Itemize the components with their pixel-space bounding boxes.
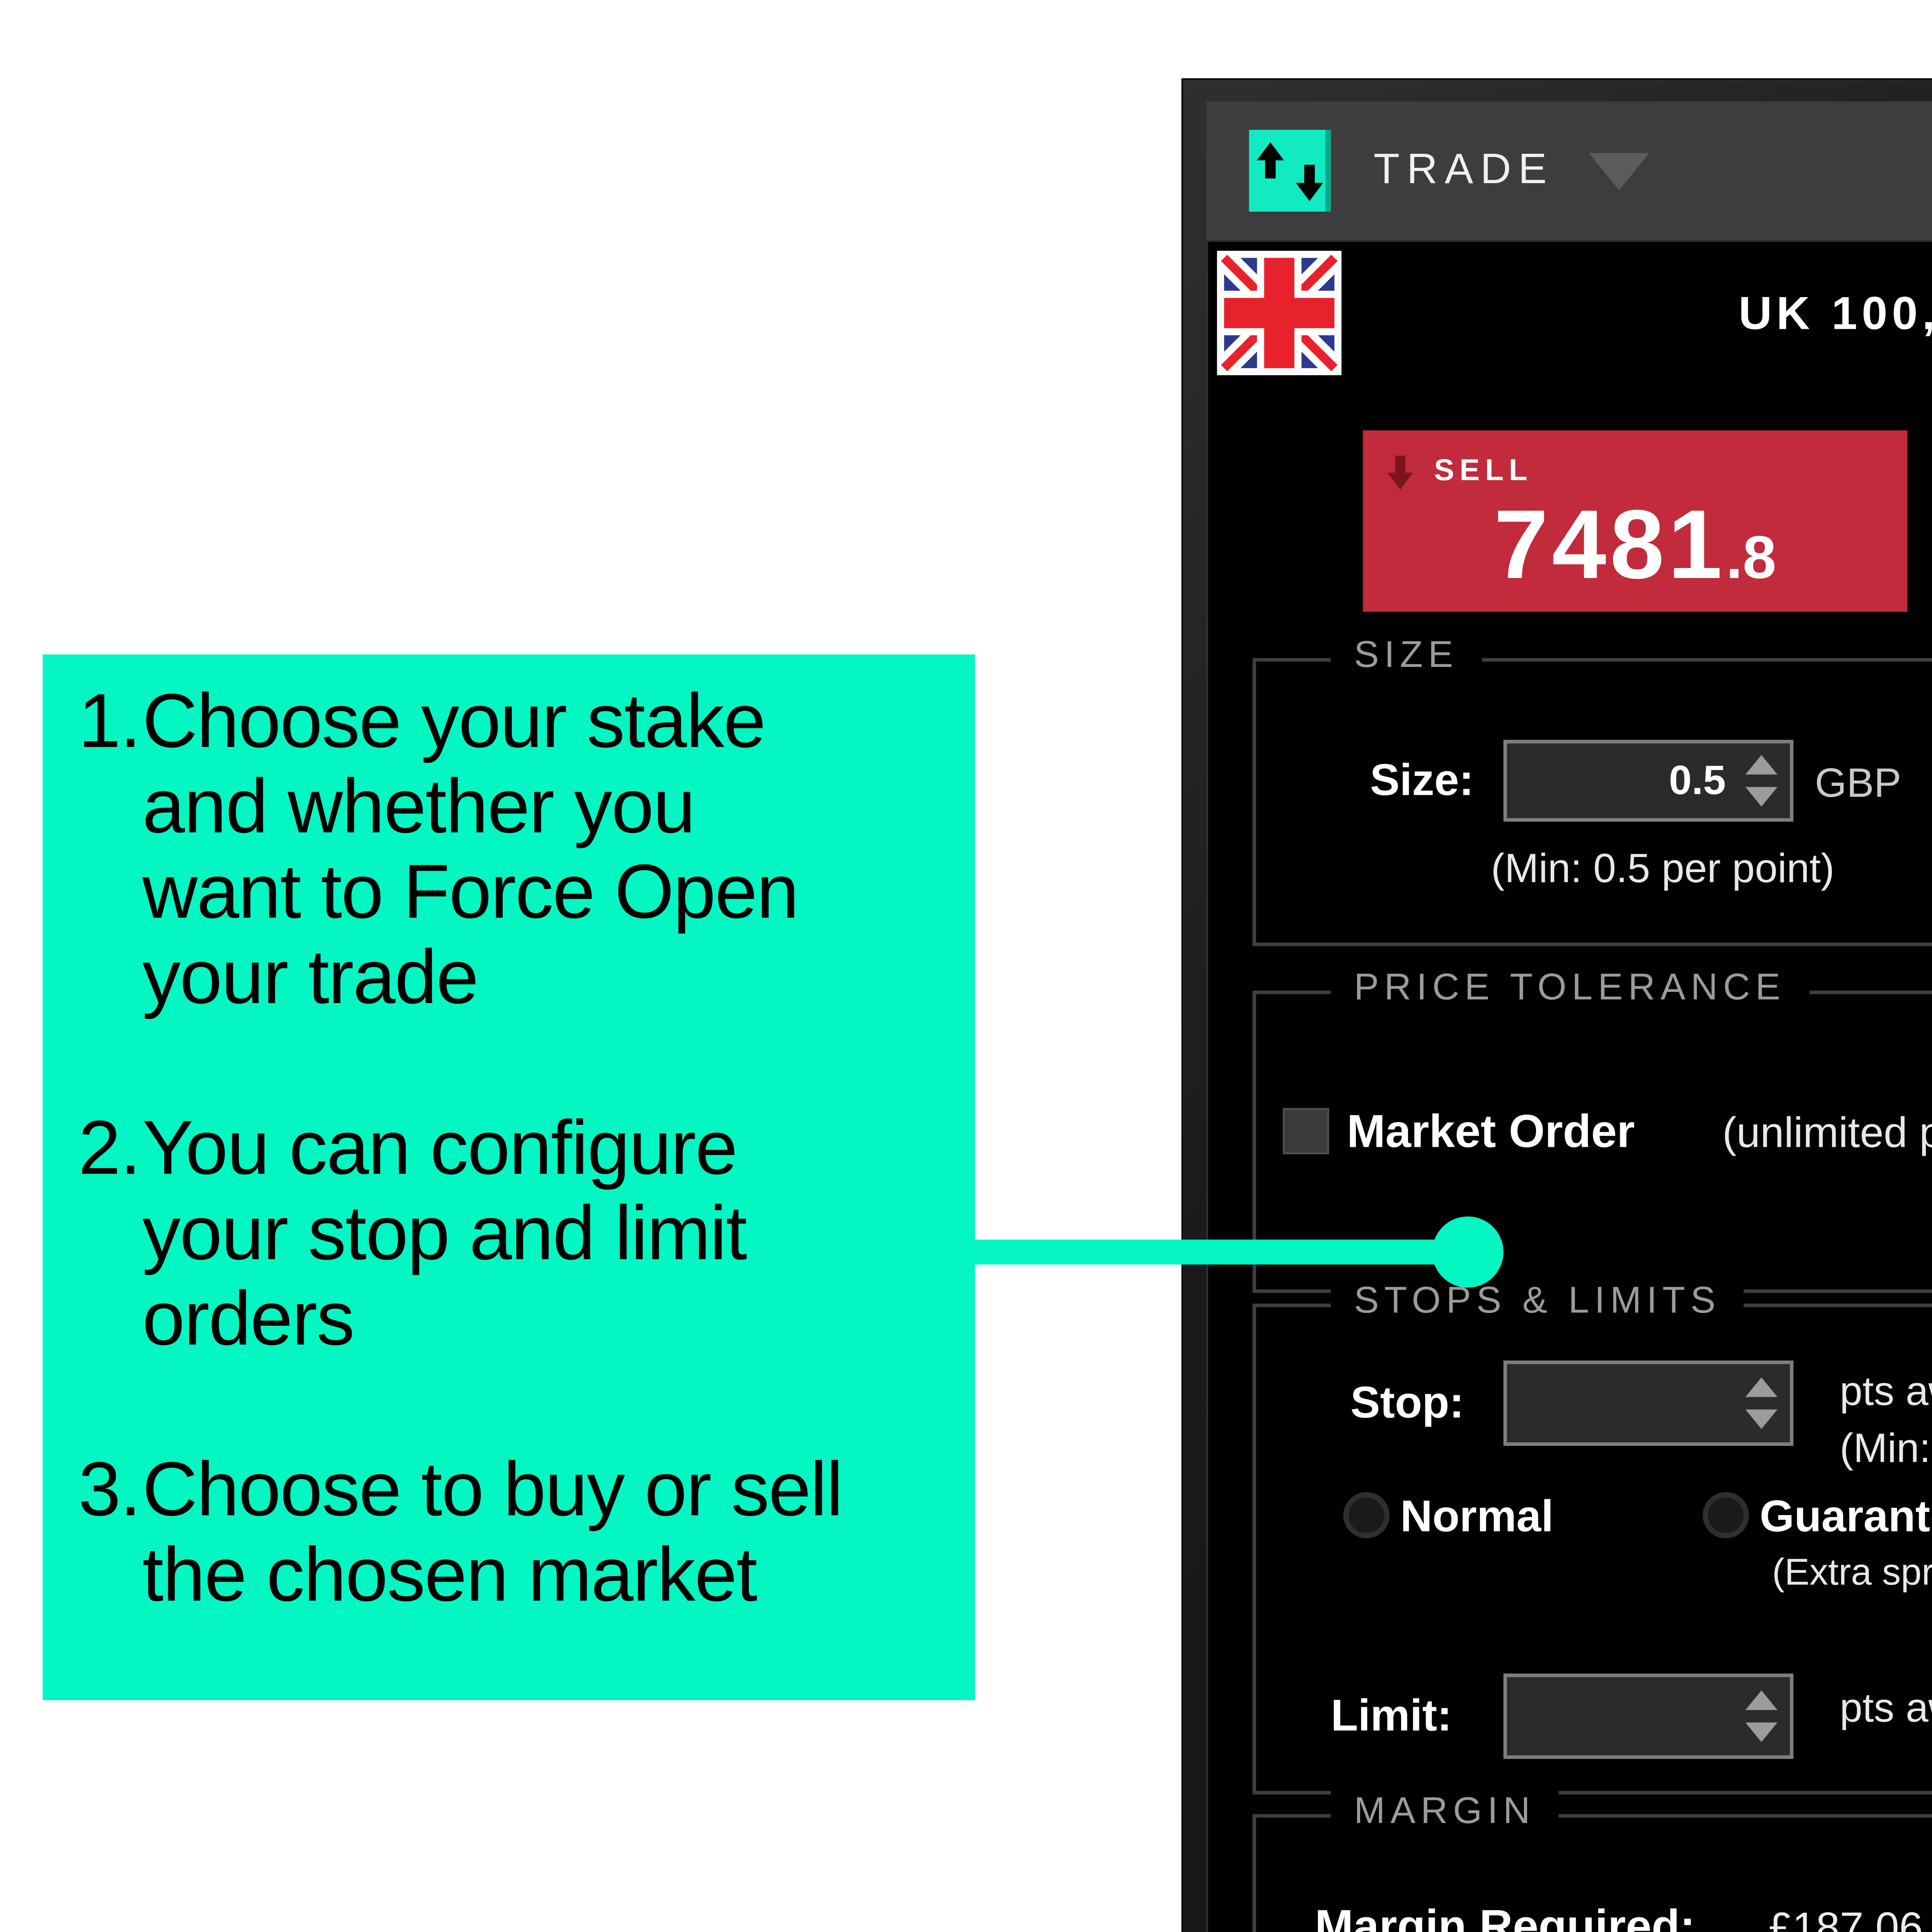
annotation-step-3: 3. Choose to buy or sell the chosen mark… — [78, 1448, 957, 1619]
sell-price-decimal: .8 — [1726, 524, 1777, 592]
limit-stepper[interactable] — [1745, 1690, 1777, 1742]
limit-unit: pts away — [1840, 1684, 1932, 1731]
uk-flag-icon — [1217, 250, 1342, 376]
size-stepper[interactable] — [1745, 755, 1777, 807]
sell-label-text: SELL — [1434, 453, 1533, 488]
price-tolerance-legend: PRICE TOLERANCE — [1331, 967, 1809, 1010]
size-label: Size: — [1370, 756, 1474, 806]
size-legend: SIZE — [1331, 635, 1482, 678]
step-number: 2. — [78, 1106, 141, 1192]
sell-label: SELL — [1384, 448, 1532, 495]
market-order-note: (unlimited price tolerance) — [1722, 1110, 1932, 1158]
step-text: Choose your stake and whether you want t… — [142, 679, 799, 1021]
connector-line — [975, 1240, 1477, 1265]
margin-section: MARGIN i Margin Required: £187.06 ✓ — [1252, 1791, 1932, 1932]
guaranteed-note: (Extra sprd: +/- 3.0 pts) — [1772, 1553, 1932, 1594]
down-arrow-icon — [1296, 162, 1323, 201]
limit-input[interactable] — [1503, 1673, 1794, 1759]
instrument-name: UK 100, DAILY — [1738, 286, 1932, 340]
radio-normal[interactable] — [1343, 1492, 1390, 1539]
stop-min-note: (Min: 3) — [1840, 1424, 1932, 1471]
up-arrow-icon — [1257, 142, 1284, 182]
limit-label: Limit: — [1331, 1691, 1452, 1742]
size-input[interactable]: 0.5 — [1503, 740, 1794, 822]
stop-label: Stop: — [1350, 1378, 1464, 1428]
trade-window: TRADE ✕ — [1183, 80, 1932, 1932]
stops-limits-section: STOPS & LIMITS i Stop: pts away (Min: 3)… — [1252, 1280, 1932, 1795]
stop-unit: pts away — [1840, 1367, 1932, 1414]
trade-window-inner: TRADE ✕ — [1206, 101, 1932, 1932]
connector-dot — [1432, 1216, 1503, 1288]
chevron-down-icon[interactable] — [1589, 152, 1650, 190]
step-number: 3. — [78, 1447, 141, 1533]
margin-legend: MARGIN — [1331, 1791, 1559, 1834]
sell-price: 7481 .8 — [1363, 487, 1907, 601]
size-currency: GBP — [1815, 759, 1901, 806]
window-title: TRADE — [1373, 146, 1554, 194]
annotation-step-1: 1. Choose your stake and whether you wan… — [78, 679, 957, 1021]
step-number: 1. — [78, 679, 141, 765]
radio-guaranteed-label: Guaranteed — [1759, 1492, 1932, 1542]
margin-required-value: £187.06 — [1768, 1905, 1923, 1932]
trade-arrows-icon — [1249, 129, 1331, 212]
annotation-box: 1. Choose your stake and whether you wan… — [43, 654, 975, 1701]
sell-down-arrow-icon — [1387, 453, 1413, 490]
size-value: 0.5 — [1669, 757, 1726, 803]
market-order-label: Market Order — [1347, 1104, 1635, 1158]
size-min-note: (Min: 0.5 per point) — [1491, 845, 1835, 891]
sell-button[interactable]: SELL 7481 .8 — [1363, 430, 1908, 612]
size-section: SIZE i Size: 0.5 GBP Force Open (Min: 0.… — [1252, 635, 1932, 946]
market-order-checkbox[interactable] — [1282, 1108, 1329, 1155]
radio-normal-label: Normal — [1400, 1492, 1554, 1542]
sell-price-main: 7481 — [1494, 489, 1726, 600]
radio-guaranteed[interactable] — [1702, 1492, 1749, 1539]
stop-input[interactable] — [1503, 1361, 1794, 1446]
instrument-header: UK 100, DAILY — [1206, 240, 1932, 388]
step-text: You can configure your stop and limit or… — [142, 1106, 747, 1362]
annotation-step-2: 2. You can configure your stop and limit… — [78, 1106, 957, 1362]
margin-required-label: Margin Required: — [1315, 1899, 1696, 1932]
stops-limits-legend: STOPS & LIMITS — [1331, 1280, 1744, 1323]
stop-stepper[interactable] — [1745, 1377, 1777, 1429]
step-text: Choose to buy or sell the chosen market — [142, 1447, 843, 1619]
titlebar[interactable]: TRADE ✕ — [1206, 101, 1932, 240]
